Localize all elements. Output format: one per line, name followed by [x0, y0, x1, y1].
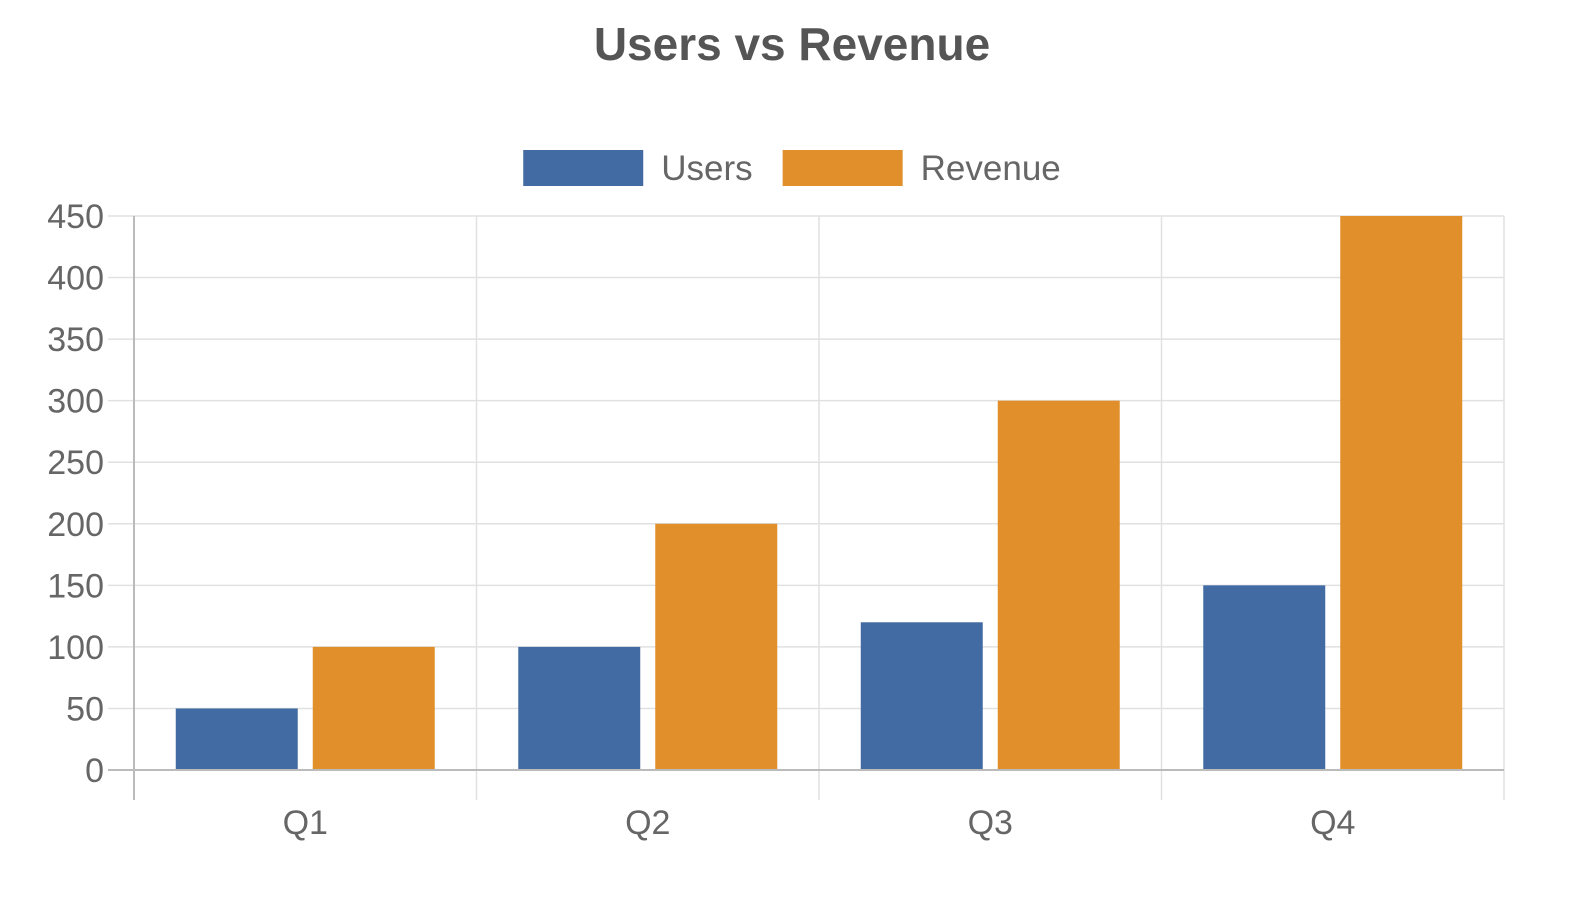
chart-legend: Users Revenue	[523, 149, 1061, 188]
legend-swatch-revenue	[782, 150, 903, 186]
x-tick-label: Q1	[283, 804, 328, 842]
bar-users-q2	[518, 646, 641, 770]
x-tick-label: Q3	[968, 804, 1013, 842]
bar-users-q4	[1203, 585, 1326, 770]
y-tick-label: 200	[47, 506, 104, 544]
chart-grid	[108, 215, 1505, 800]
chart-axes	[108, 216, 1504, 800]
x-tick-label: Q2	[625, 804, 670, 842]
y-tick-label: 250	[47, 444, 104, 482]
y-tick-label: 150	[47, 567, 104, 605]
bar-revenue-q3	[997, 400, 1120, 770]
y-tick-label: 0	[85, 752, 104, 790]
y-tick-label: 450	[47, 198, 104, 236]
y-tick-label: 100	[47, 629, 104, 667]
bar-revenue-q1	[312, 646, 435, 770]
chart-title: Users vs Revenue	[594, 18, 990, 70]
y-tick-label: 350	[47, 321, 104, 359]
y-tick-label: 50	[66, 690, 104, 728]
chart-bars	[175, 216, 1463, 770]
legend-swatch-users	[523, 150, 644, 186]
y-tick-label: 300	[47, 383, 104, 421]
legend-label: Revenue	[921, 149, 1061, 188]
x-tick-label: Q4	[1310, 804, 1355, 842]
bar-revenue-q4	[1340, 216, 1463, 770]
legend-label: Users	[661, 149, 752, 188]
chart-ticks: 0 50 100 150 200 250 300 350 400 450 Q1 Q2 Q3 Q4	[47, 198, 1355, 842]
bar-users-q3	[860, 622, 983, 770]
y-tick-label: 400	[47, 260, 104, 298]
bar-users-q1	[175, 708, 298, 770]
bar-revenue-q2	[655, 523, 778, 770]
